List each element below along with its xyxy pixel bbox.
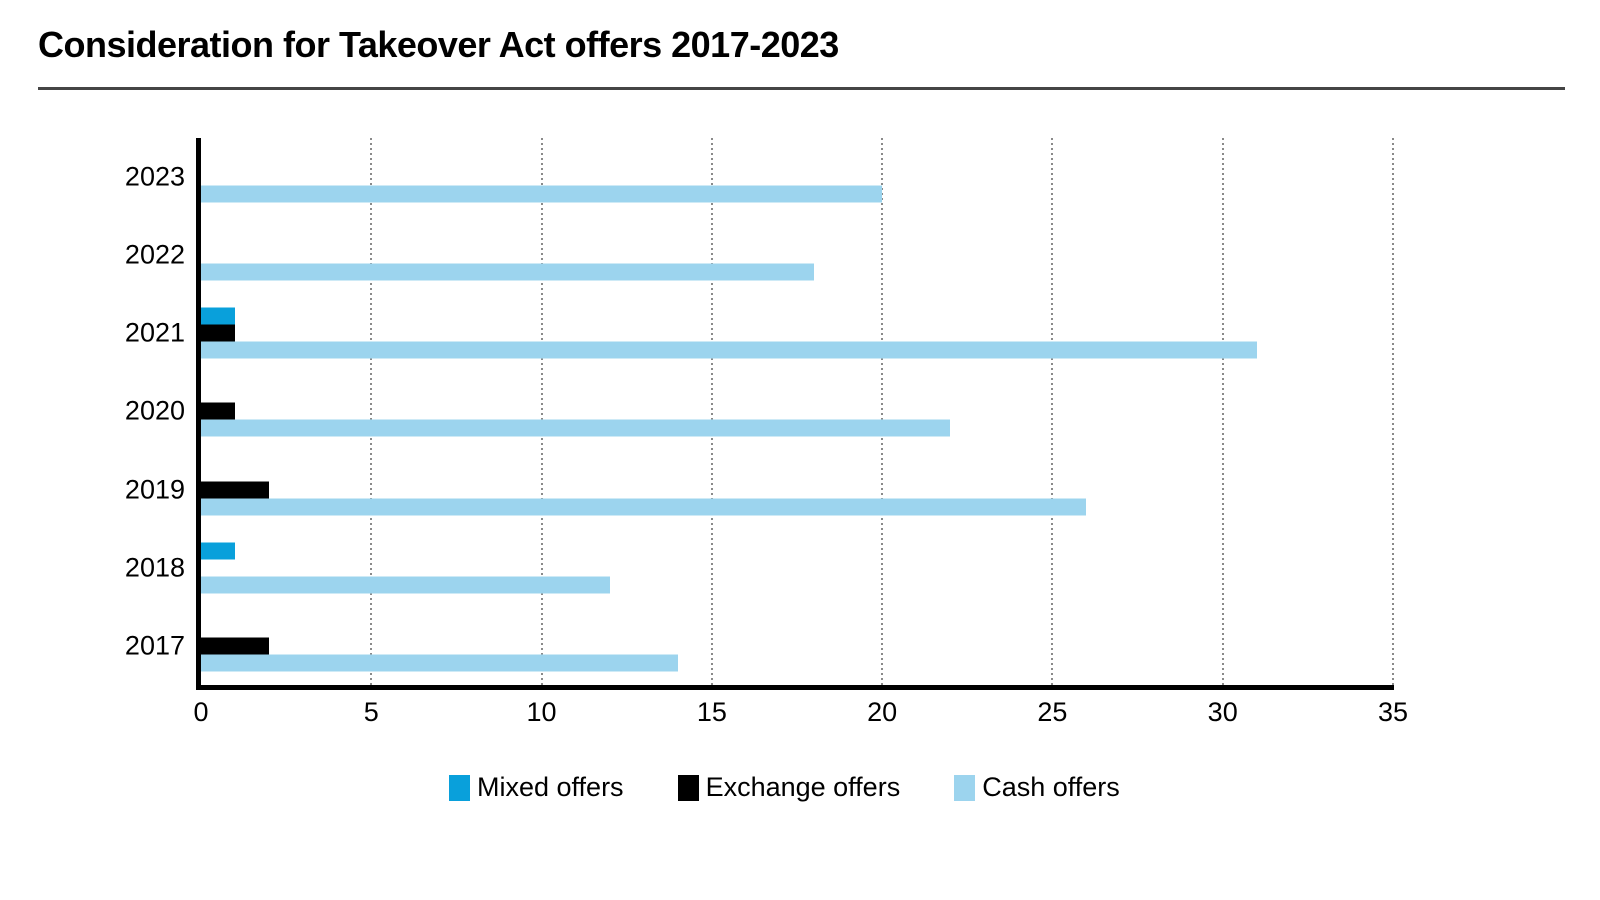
year-row-2021: 2021 bbox=[125, 294, 1393, 372]
bar-stack bbox=[201, 230, 1393, 281]
year-row-2018: 2018 bbox=[125, 529, 1393, 607]
bar-slot-mixed-offers bbox=[201, 542, 1393, 560]
year-label: 2020 bbox=[124, 395, 185, 426]
gridline-35 bbox=[1392, 138, 1394, 685]
legend-label: Exchange offers bbox=[705, 772, 901, 802]
x-axis-tick-labels: 0 5 10 15 20 25 30 35 bbox=[193, 697, 1408, 729]
x-tick-label-10: 10 bbox=[526, 697, 557, 727]
bar-slot-cash-offers bbox=[201, 185, 1393, 203]
x-tick-label-5: 5 bbox=[363, 697, 379, 727]
bar-stack bbox=[201, 307, 1393, 359]
x-tick-label-35: 35 bbox=[1377, 697, 1409, 727]
year-label: 2019 bbox=[124, 474, 185, 505]
bar-slot-mixed-offers bbox=[201, 386, 1393, 403]
bar-slot-cash-offers bbox=[201, 576, 1393, 594]
bar-slot-exchange-offers bbox=[201, 481, 1393, 499]
bar-slot-exchange-offers bbox=[201, 402, 1393, 420]
bar-stack bbox=[201, 464, 1393, 516]
chart-legend: Mixed offers Exchange offers Cash offers bbox=[449, 772, 1120, 803]
bar-slot-cash-offers bbox=[201, 419, 1393, 437]
x-tick-label-30: 30 bbox=[1207, 697, 1238, 727]
title-rule bbox=[38, 87, 1565, 90]
bar-slot-mixed-offers bbox=[201, 230, 1393, 247]
legend-label: Cash offers bbox=[982, 772, 1120, 802]
bar-slot-mixed-offers bbox=[201, 620, 1393, 637]
x-tick-label-20: 20 bbox=[867, 697, 898, 727]
bar-slot-cash-offers bbox=[201, 498, 1393, 516]
bar-cash-offers-2018 bbox=[201, 576, 610, 594]
bar-slot-exchange-offers bbox=[201, 637, 1393, 655]
gridline-10 bbox=[540, 138, 543, 685]
y-axis-line bbox=[196, 138, 201, 690]
legend-item-cash-offers: Cash offers bbox=[954, 772, 1120, 803]
x-tick-label-15: 15 bbox=[696, 697, 727, 727]
gridline-25 bbox=[1051, 138, 1054, 685]
year-row-2022: 2022 bbox=[125, 216, 1393, 294]
bar-stack bbox=[201, 620, 1393, 672]
gridline-15 bbox=[710, 138, 713, 685]
bar-slot-exchange-offers bbox=[201, 247, 1393, 264]
x-axis-line bbox=[196, 685, 1394, 690]
bar-slot-cash-offers bbox=[201, 341, 1393, 359]
bar-slot-exchange-offers bbox=[201, 559, 1393, 576]
gridline-20 bbox=[881, 138, 884, 685]
bar-stack bbox=[201, 152, 1393, 203]
gridline-30 bbox=[1221, 138, 1224, 685]
year-row-2023: 2023 bbox=[125, 138, 1393, 216]
legend-swatch-exchange-offers bbox=[677, 774, 699, 801]
bar-slot-mixed-offers bbox=[201, 464, 1393, 481]
year-label: 2023 bbox=[124, 161, 185, 192]
bar-stack bbox=[201, 542, 1393, 594]
bar-slot-mixed-offers bbox=[201, 307, 1393, 325]
year-row-2020: 2020 bbox=[125, 372, 1393, 450]
bar-slot-exchange-offers bbox=[201, 324, 1393, 342]
bar-mixed-offers-2021 bbox=[201, 307, 236, 325]
gridline-5 bbox=[370, 138, 373, 685]
bar-exchange-offers-2021 bbox=[201, 324, 236, 342]
year-label: 2018 bbox=[124, 552, 185, 583]
legend-swatch-mixed-offers bbox=[449, 774, 470, 801]
year-row-2019: 2019 bbox=[125, 451, 1393, 529]
page-title: Consideration for Takeover Act offers 20… bbox=[38, 24, 839, 65]
legend-item-mixed-offers: Mixed offers bbox=[449, 772, 624, 803]
year-label: 2017 bbox=[124, 630, 185, 661]
legend-item-exchange-offers: Exchange offers bbox=[677, 772, 901, 803]
bar-slot-cash-offers bbox=[201, 654, 1393, 672]
bar-exchange-offers-2019 bbox=[201, 481, 270, 499]
bar-cash-offers-2021 bbox=[201, 341, 1257, 359]
plot-area: 2023 2022 2021 2020 2019 2018 2017 bbox=[125, 138, 1394, 685]
legend-label: Mixed offers bbox=[477, 772, 624, 802]
year-label: 2021 bbox=[124, 317, 185, 348]
year-label: 2022 bbox=[124, 239, 185, 270]
bar-slot-mixed-offers bbox=[201, 152, 1393, 169]
bar-cash-offers-2022 bbox=[201, 263, 815, 281]
year-row-2017: 2017 bbox=[125, 607, 1393, 685]
bar-cash-offers-2019 bbox=[201, 498, 1087, 516]
bar-exchange-offers-2017 bbox=[201, 637, 270, 655]
bar-cash-offers-2017 bbox=[201, 654, 678, 672]
bar-cash-offers-2020 bbox=[201, 419, 951, 437]
bar-slot-exchange-offers bbox=[201, 169, 1393, 186]
x-tick-label-25: 25 bbox=[1037, 697, 1068, 727]
bar-slot-cash-offers bbox=[201, 263, 1393, 281]
bar-cash-offers-2023 bbox=[201, 185, 883, 203]
bar-stack bbox=[201, 386, 1393, 437]
x-tick-label-0: 0 bbox=[193, 697, 209, 727]
bar-exchange-offers-2020 bbox=[201, 402, 236, 420]
legend-swatch-cash-offers bbox=[954, 774, 976, 801]
bar-mixed-offers-2018 bbox=[201, 542, 236, 560]
